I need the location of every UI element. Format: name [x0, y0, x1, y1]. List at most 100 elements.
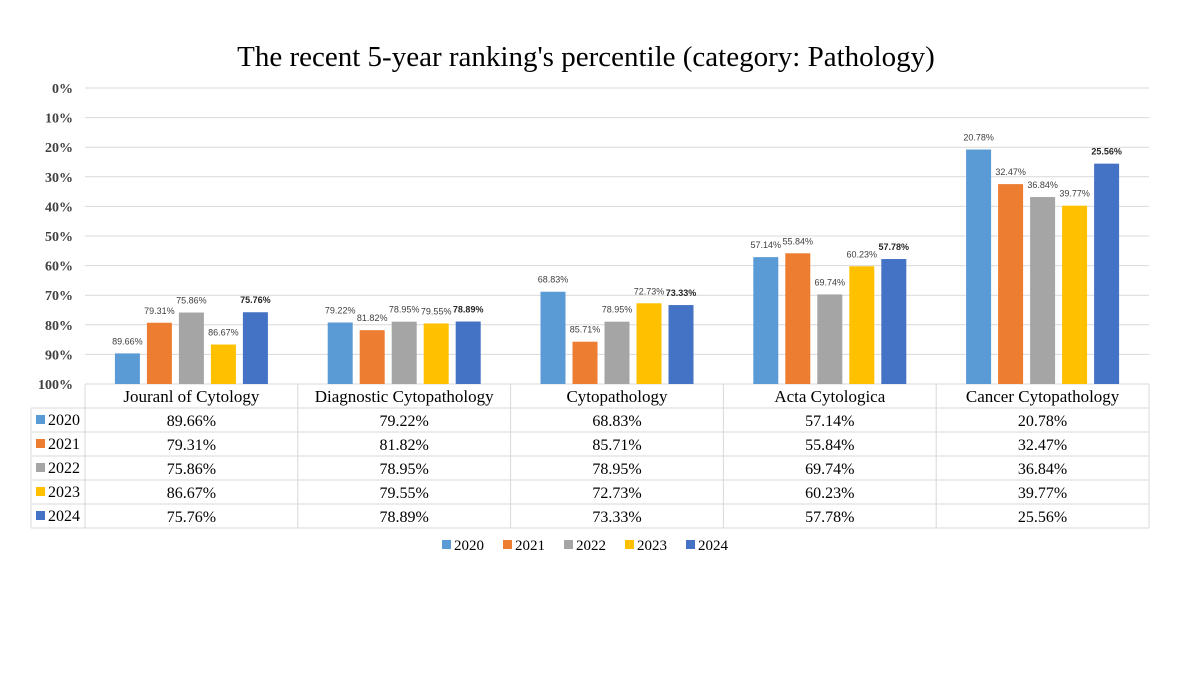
table-series-swatch — [36, 463, 45, 472]
bar-2021-cytopathology — [572, 341, 598, 384]
bar-2021-diagnostic-cytopathology — [359, 330, 385, 384]
category-label-jouranl-of-cytology: Jouranl of Cytology — [123, 387, 259, 406]
table-series-swatch — [36, 511, 45, 520]
table-cell: 57.78% — [805, 509, 854, 526]
data-label: 25.56% — [1091, 147, 1122, 157]
legend-swatch-2021 — [503, 540, 512, 549]
table-cell: 20.78% — [1018, 413, 1067, 430]
table-cell: 57.14% — [805, 413, 854, 430]
table-cell: 69.74% — [805, 461, 854, 478]
data-label: 73.33% — [666, 288, 697, 298]
data-label: 57.14% — [751, 240, 782, 250]
bar-2023-diagnostic-cytopathology — [423, 323, 449, 384]
legend-swatch-2024 — [686, 540, 695, 549]
bar-2020-jouranl-of-cytology — [114, 353, 140, 384]
data-label: 86.67% — [208, 328, 239, 338]
table-cell: 89.66% — [167, 413, 216, 430]
data-label: 72.73% — [634, 286, 665, 296]
bar-2020-cytopathology — [540, 291, 566, 384]
table-cell: 79.31% — [167, 437, 216, 454]
bar-2022-jouranl-of-cytology — [178, 312, 204, 384]
table-cell: 25.56% — [1018, 509, 1067, 526]
table-cell: 32.47% — [1018, 437, 1067, 454]
data-label: 89.66% — [112, 336, 143, 346]
category-label-acta-cytologica: Acta Cytologica — [774, 387, 885, 406]
data-label: 20.78% — [963, 133, 994, 143]
bar-2022-acta-cytologica — [817, 294, 843, 384]
bar-2020-diagnostic-cytopathology — [327, 322, 353, 384]
data-table: Jouranl of Cytology Diagnostic Cytopathol… — [30, 384, 1150, 529]
data-label: 69.74% — [815, 277, 846, 287]
data-label: 75.76% — [240, 295, 271, 305]
bar-2020-acta-cytologica — [753, 257, 779, 384]
data-label: 55.84% — [783, 236, 814, 246]
data-label: 79.31% — [144, 306, 175, 316]
table-cell: 78.89% — [380, 509, 429, 526]
table-series-swatch — [36, 487, 45, 496]
data-label: 81.82% — [357, 313, 388, 323]
y-tick-label: 20% — [45, 141, 73, 156]
legend-swatch-2022 — [564, 540, 573, 549]
table-cell: 75.76% — [167, 509, 216, 526]
y-tick-label: 60% — [45, 260, 73, 275]
table-cell: 79.22% — [380, 413, 429, 430]
table-cell: 86.67% — [167, 485, 216, 502]
data-label: 79.22% — [325, 305, 356, 315]
legend-label-2021: 2021 — [515, 538, 545, 554]
table-series-name: 2023 — [48, 484, 80, 501]
table-cell: 68.83% — [592, 413, 641, 430]
chart-title: The recent 5-year ranking's percentile (… — [237, 41, 935, 73]
table-cell: 60.23% — [805, 485, 854, 502]
table-cell: 72.73% — [592, 485, 641, 502]
table-cell: 55.84% — [805, 437, 854, 454]
bar-2024-cytopathology — [668, 305, 694, 384]
bar-2023-jouranl-of-cytology — [210, 344, 236, 384]
data-label: 39.77% — [1059, 189, 1090, 199]
table-series-swatch — [36, 415, 45, 424]
y-tick-label: 50% — [45, 230, 73, 245]
y-axis-ticks: 0% 10% 20% 30% 40% 50% 60% 70% 80% 90% 100% — [38, 82, 73, 393]
data-label: 79.55% — [421, 306, 452, 316]
bar-2022-cytopathology — [604, 321, 630, 384]
table-series-name: 2022 — [48, 460, 80, 477]
data-label: 60.23% — [847, 249, 878, 259]
data-label: 32.47% — [995, 167, 1026, 177]
table-series-name: 2020 — [48, 412, 80, 429]
category-label-diagnostic-cytopathology: Diagnostic Cytopathology — [315, 387, 494, 406]
legend-swatch-2020 — [442, 540, 451, 549]
table-series-name: 2024 — [48, 508, 80, 525]
data-label: 78.95% — [389, 305, 420, 315]
bar-2023-cytopathology — [636, 303, 662, 384]
table-cell: 79.55% — [380, 485, 429, 502]
data-label: 78.89% — [453, 305, 484, 315]
y-tick-label: 80% — [45, 319, 73, 334]
bars — [114, 149, 1120, 384]
data-label: 36.84% — [1027, 180, 1058, 190]
y-tick-label: 70% — [45, 289, 73, 304]
table-series-swatch — [36, 439, 45, 448]
data-labels: 89.66% 79.22% 68.83% 57.14% 20.78% 79.31% 81.8… — [112, 133, 1122, 347]
data-label: 68.83% — [538, 275, 569, 285]
bar-2020-cancer-cytopathology — [966, 149, 992, 384]
legend-label-2020: 2020 — [454, 538, 484, 554]
bar-2022-cancer-cytopathology — [1030, 197, 1056, 384]
bar-2024-cancer-cytopathology — [1094, 163, 1120, 384]
data-label: 57.78% — [879, 242, 910, 252]
bar-2022-diagnostic-cytopathology — [391, 321, 417, 384]
bar-2024-jouranl-of-cytology — [242, 312, 268, 384]
bar-2023-cancer-cytopathology — [1062, 205, 1088, 384]
category-label-cytopathology: Cytopathology — [566, 387, 668, 406]
y-tick-label: 0% — [52, 82, 73, 97]
y-tick-label: 40% — [45, 200, 73, 215]
data-label: 78.95% — [602, 305, 633, 315]
legend-label-2023: 2023 — [637, 538, 667, 554]
table-series-name: 2021 — [48, 436, 80, 453]
legend: 2020 2021 2022 2023 2024 — [442, 538, 729, 554]
table-cell: 85.71% — [592, 437, 641, 454]
legend-swatch-2023 — [625, 540, 634, 549]
legend-label-2024: 2024 — [698, 538, 729, 554]
table-cell: 73.33% — [592, 509, 641, 526]
bar-2021-acta-cytologica — [785, 253, 811, 384]
bar-2024-diagnostic-cytopathology — [455, 321, 481, 384]
